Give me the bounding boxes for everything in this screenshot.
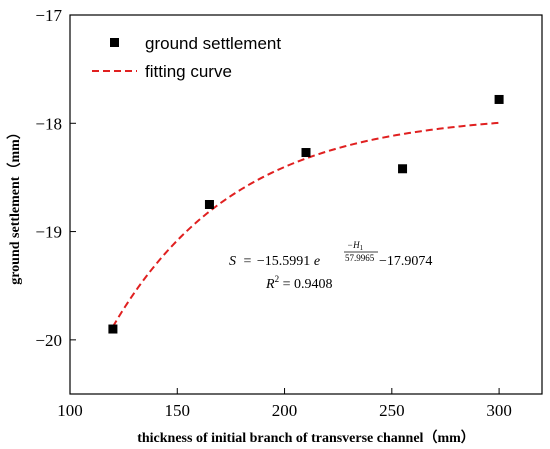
- eq-lhs: S: [229, 254, 236, 269]
- data-point: [398, 164, 408, 174]
- y-axis-title: ground settlement（mm）: [7, 125, 23, 285]
- eq-r2-sup: 2: [275, 274, 280, 284]
- y-tick-label: −20: [35, 331, 62, 350]
- data-point: [108, 324, 118, 334]
- eq-exp-num: −H: [347, 240, 360, 250]
- x-tick-label: 250: [379, 401, 405, 420]
- data-point: [204, 200, 214, 209]
- eq-base: e: [314, 254, 320, 269]
- eq-sign: =: [244, 254, 252, 269]
- eq-constant: −17.9074: [379, 254, 432, 269]
- legend-label-fitting-curve: fitting curve: [145, 62, 232, 81]
- eq-r-squared: R2 = 0.9408: [265, 274, 332, 292]
- plot-frame: [69, 14, 543, 395]
- x-tick-label: 200: [272, 401, 298, 420]
- eq-coef: −15.5991: [257, 254, 310, 269]
- fit-equation: S = −15.5991 e −H1 57.9965 −17.9074 R2 =…: [229, 240, 432, 292]
- axis-ticks: 100 150 200 250 300 −17 −18 −19 −20: [35, 6, 511, 420]
- scatter-points: [108, 94, 504, 334]
- eq-r2-label: R: [265, 277, 275, 292]
- eq-exponent-numerator: −H1: [347, 240, 364, 252]
- x-axis-title: thickness of initial branch of transvers…: [137, 430, 475, 446]
- y-tick-label: −17: [35, 6, 62, 25]
- x-tick-label: 150: [165, 401, 191, 420]
- data-point: [494, 94, 504, 104]
- y-tick-label: −18: [35, 114, 62, 133]
- y-tick-label: −19: [35, 223, 62, 242]
- x-tick-label: 300: [486, 401, 512, 420]
- legend-marker-ground-settlement: [110, 38, 119, 47]
- equation-line: S = −15.5991 e: [229, 254, 320, 269]
- x-tick-label: 100: [57, 401, 83, 420]
- legend-label-ground-settlement: ground settlement: [145, 34, 281, 53]
- eq-r2-value: = 0.9408: [279, 277, 332, 292]
- eq-exp-num-sub: 1: [360, 244, 364, 252]
- data-point: [301, 148, 311, 158]
- eq-exponent-denominator: 57.9965: [345, 253, 375, 263]
- legend: ground settlement fitting curve: [92, 34, 281, 81]
